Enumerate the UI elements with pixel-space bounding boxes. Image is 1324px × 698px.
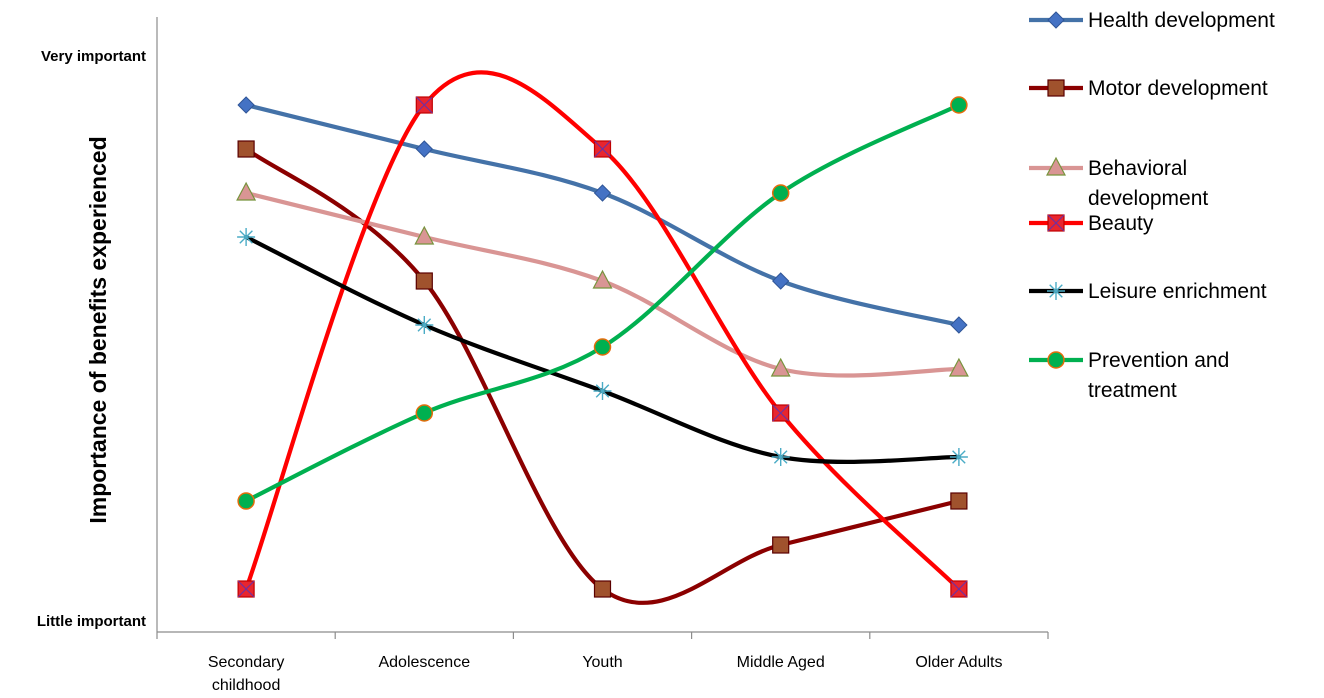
data-point-motor-development xyxy=(593,580,612,598)
legend-item-leisure-enrichment: Leisure enrichment xyxy=(1029,280,1267,303)
x-tick-label: Adolescence xyxy=(378,654,470,671)
legend-marker xyxy=(1047,351,1065,369)
data-point-behavioral-development xyxy=(948,357,969,377)
x-tick-label: Middle Aged xyxy=(737,654,825,671)
y-tick-label-top: Very important xyxy=(41,48,146,65)
data-point-prevention-and-treatment xyxy=(415,404,434,422)
data-point-beauty xyxy=(415,96,433,114)
legend-marker xyxy=(1047,79,1065,97)
legend-item-motor-development: Motor development xyxy=(1029,77,1268,100)
x-tick-label: Youth xyxy=(582,654,622,671)
series-motor-development xyxy=(237,140,968,605)
data-point-beauty xyxy=(950,580,968,598)
x-tick-label: Secondary childhood xyxy=(208,654,285,694)
x-tick-labels: Secondary childhood Adolescence Youth Middle… xyxy=(208,654,1003,694)
data-point-health-development xyxy=(593,184,612,202)
data-point-beauty xyxy=(593,140,612,158)
legend-item-health-development: Health development xyxy=(1029,9,1275,32)
data-point-motor-development xyxy=(237,140,255,158)
data-point-motor-development xyxy=(415,272,433,290)
legend-label: Leisure enrichment xyxy=(1088,280,1267,303)
y-axis-label: Importance of benefits experienced xyxy=(85,136,111,523)
series-health-development xyxy=(237,96,968,334)
data-point-behavioral-development xyxy=(592,269,613,289)
data-point-leisure-enrichment xyxy=(237,228,256,246)
legend-marker xyxy=(1047,214,1065,232)
legend-label: Health development xyxy=(1088,9,1275,32)
data-point-health-development xyxy=(771,272,790,290)
data-point-behavioral-development xyxy=(414,225,435,245)
legend-item-behavioral-development: Behavioral development xyxy=(1029,156,1208,210)
series-leisure-enrichment xyxy=(237,228,968,466)
x-axis-tick-marks xyxy=(156,632,1049,639)
data-point-health-development xyxy=(950,316,968,334)
series-prevention-and-treatment xyxy=(237,96,968,510)
y-tick-label-bottom: Little important xyxy=(37,613,146,630)
data-point-prevention-and-treatment xyxy=(771,184,790,202)
data-point-health-development xyxy=(237,96,255,114)
series-line-beauty xyxy=(244,70,961,592)
legend-label: Behavioral development xyxy=(1088,157,1208,210)
data-point-leisure-enrichment xyxy=(949,448,968,466)
data-point-behavioral-development xyxy=(236,181,257,201)
data-point-leisure-enrichment xyxy=(771,448,790,466)
data-point-prevention-and-treatment xyxy=(950,96,968,114)
legend: Health development Motor development Behav… xyxy=(1029,9,1275,402)
data-point-motor-development xyxy=(950,492,968,510)
legend-marker xyxy=(1046,156,1066,176)
data-point-behavioral-development xyxy=(770,357,791,377)
legend-marker xyxy=(1047,11,1065,29)
data-point-leisure-enrichment xyxy=(415,316,434,334)
data-point-beauty xyxy=(237,580,255,598)
data-point-leisure-enrichment xyxy=(593,382,612,400)
legend-item-beauty: Beauty xyxy=(1029,212,1154,235)
legend-label: Motor development xyxy=(1088,77,1268,100)
series-beauty xyxy=(237,70,968,598)
data-point-prevention-and-treatment xyxy=(593,338,612,356)
series-group xyxy=(236,70,969,605)
legend-label: Prevention and treatment xyxy=(1088,349,1229,402)
data-point-beauty xyxy=(772,404,790,422)
axes xyxy=(156,17,1049,639)
x-tick-label: Older Adults xyxy=(915,654,1002,671)
legend-marker xyxy=(1047,282,1065,300)
data-point-motor-development xyxy=(772,536,790,554)
data-point-prevention-and-treatment xyxy=(237,492,255,510)
legend-label: Beauty xyxy=(1088,212,1154,235)
data-point-health-development xyxy=(415,140,434,158)
legend-item-prevention-and-treatment: Prevention and treatment xyxy=(1029,349,1229,402)
